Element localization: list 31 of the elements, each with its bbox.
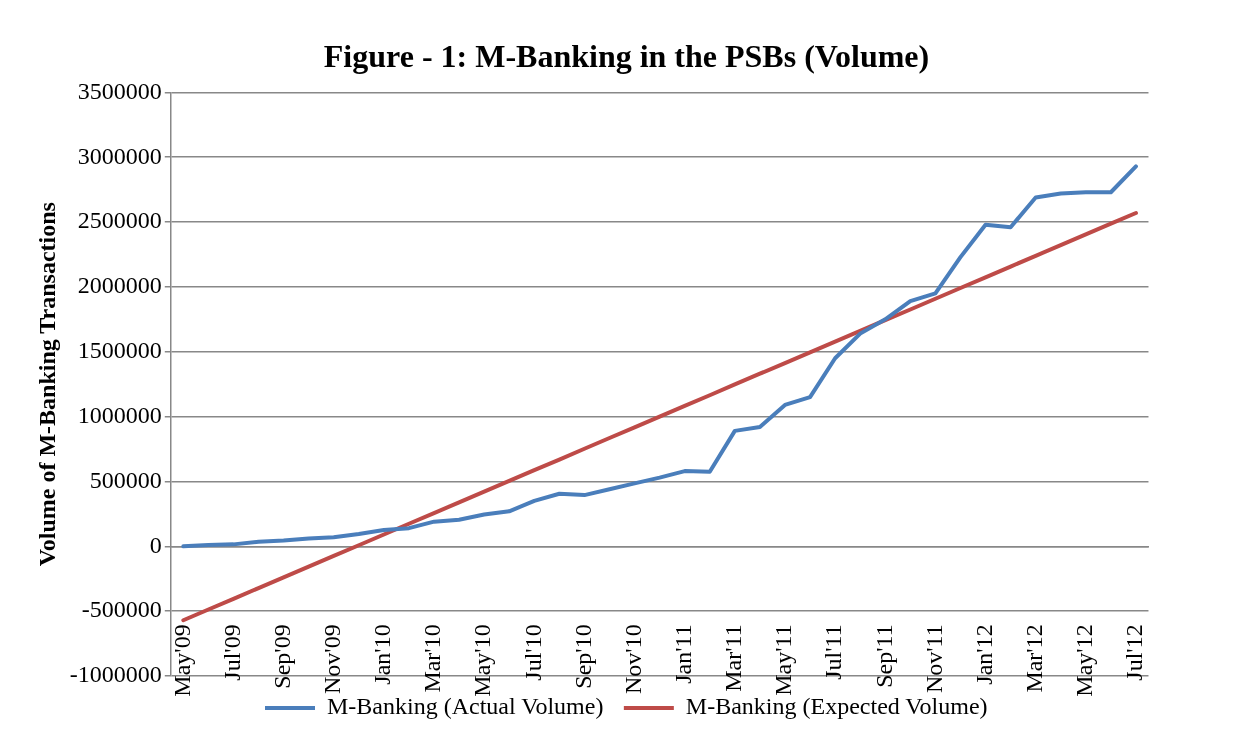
x-tick-label: May'12	[1071, 624, 1098, 697]
y-tick-label: 2500000	[77, 207, 162, 234]
x-tick-label: Sep'10	[569, 624, 596, 689]
x-tick-label: Mar'10	[419, 624, 446, 693]
y-tick-label: 3500000	[77, 77, 162, 104]
y-tick-label: 1000000	[77, 401, 162, 428]
y-tick-label: -500000	[81, 596, 162, 623]
x-tick-label: Jan'12	[970, 624, 997, 685]
x-tick-label: Jul'09	[218, 624, 245, 681]
x-tick-label: May'11	[770, 624, 797, 696]
y-axis-title: Volume of M-Banking Transactions	[33, 202, 60, 567]
y-tick-label: 0	[149, 531, 162, 558]
x-tick-label: Nov'11	[920, 624, 947, 694]
x-tick-label: Nov'10	[619, 624, 646, 694]
y-tick-label: 2000000	[77, 272, 162, 299]
y-tick-label: 1500000	[77, 337, 162, 364]
chart-title: Figure - 1: M-Banking in the PSBs (Volume)	[323, 38, 930, 75]
x-tick-label: Jul'11	[820, 624, 847, 680]
x-tick-label: Jan'10	[369, 624, 396, 685]
x-tick-label: May'09	[168, 624, 195, 697]
x-tick-label: Sep'09	[268, 624, 295, 689]
x-tick-label: Jul'10	[519, 624, 546, 681]
x-tick-label: Jan'11	[670, 624, 696, 684]
x-tick-label: Jul'12	[1121, 624, 1148, 681]
y-tick-label: -1000000	[69, 661, 162, 688]
y-tick-label: 3000000	[77, 142, 162, 169]
x-tick-label: Sep'11	[870, 624, 897, 688]
y-tick-label: 500000	[89, 466, 162, 493]
x-tick-label: Nov'09	[319, 624, 346, 694]
x-tick-label: Mar'12	[1020, 624, 1047, 693]
x-tick-label: Mar'11	[720, 624, 747, 692]
